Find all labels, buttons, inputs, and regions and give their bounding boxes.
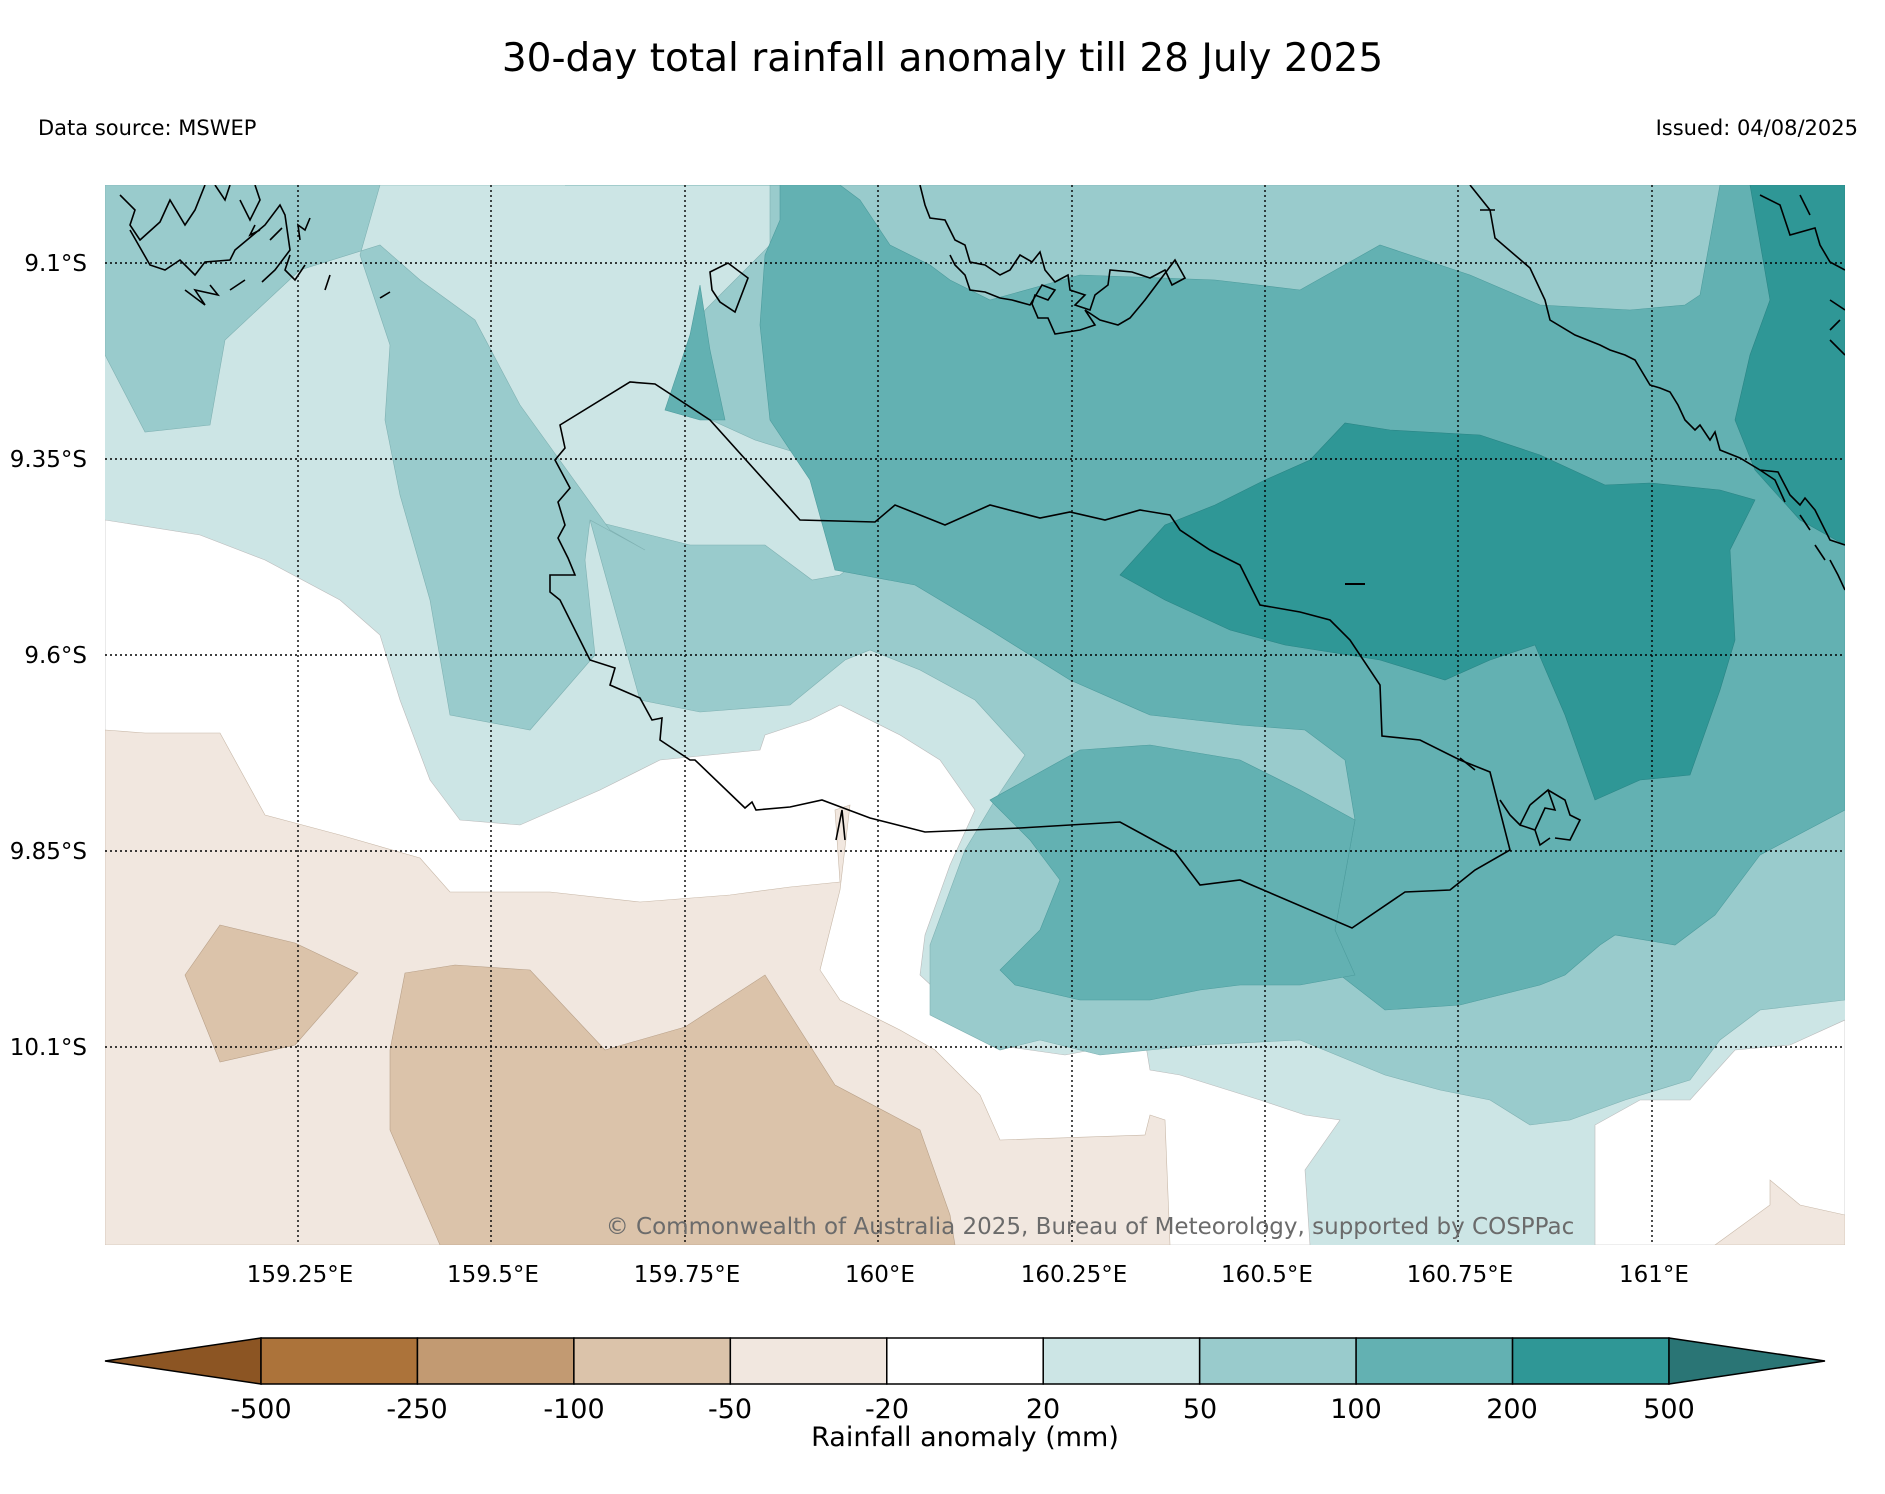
colorbar-tick: 200 <box>1486 1394 1538 1425</box>
colorbar-tick: 20 <box>1026 1394 1060 1425</box>
lon-label: 159.25°E <box>247 1262 354 1288</box>
data-source-label: Data source: MSWEP <box>38 116 257 140</box>
colorbar-segment <box>416 1337 575 1385</box>
lon-label: 160.75°E <box>1407 1262 1514 1288</box>
colorbar-segment <box>1042 1337 1201 1385</box>
colorbar-tick: -250 <box>386 1394 447 1425</box>
latitude-labels: 9.1°S 9.35°S 9.6°S 9.85°S 10.1°S <box>10 251 87 1061</box>
lon-label: 159.5°E <box>447 1262 539 1288</box>
colorbar-segment <box>886 1337 1044 1385</box>
colorbar-tick: -20 <box>865 1394 909 1425</box>
colorbar-extend-low <box>104 1337 262 1385</box>
colorbar-tick: 50 <box>1183 1394 1217 1425</box>
lon-label: 160.5°E <box>1221 1262 1313 1288</box>
lat-label: 9.6°S <box>24 643 87 669</box>
colorbar-tick: -500 <box>230 1394 291 1425</box>
contour-band-minus20-minus50-east <box>1714 1179 1845 1245</box>
contour-band-200-500 <box>1119 422 1756 801</box>
lon-label: 161°E <box>1619 1262 1689 1288</box>
colorbar-segment <box>260 1337 419 1385</box>
colorbar-tick-labels: -500 -250 -100 -50 -20 20 50 100 200 500 <box>230 1394 1694 1425</box>
coastline-east-bay <box>1459 757 1582 847</box>
contour-band-neutral-east <box>1594 1019 1845 1245</box>
coastline-small-island-central <box>709 262 749 314</box>
lat-label: 9.1°S <box>24 251 87 277</box>
coastline-west-islands <box>119 185 391 306</box>
lon-label: 159.75°E <box>634 1262 741 1288</box>
coastline-islet-2 <box>835 809 846 841</box>
lat-label: 9.85°S <box>10 839 87 865</box>
lon-label: 160.25°E <box>1021 1262 1128 1288</box>
copyright-notice: © Commonwealth of Australia 2025, Bureau… <box>606 1214 1575 1240</box>
contour-band-minus50-minus100 <box>389 964 956 1245</box>
coastline-north-islands <box>919 185 1187 335</box>
contour-band-100-200-south <box>989 744 1356 1001</box>
contour-band-minus20-minus50 <box>105 729 1171 1245</box>
issued-date-label: Issued: 04/08/2025 <box>1655 116 1858 140</box>
map-title: 30-day total rainfall anomaly till 28 Ju… <box>501 36 1384 81</box>
colorbar-segment <box>729 1337 888 1385</box>
colorbar-extend-high <box>1668 1337 1826 1385</box>
colorbar-tick: 500 <box>1643 1394 1695 1425</box>
gridlines <box>105 185 1845 1245</box>
coastline-main-island <box>549 381 1511 929</box>
colorbar-tick: 100 <box>1330 1394 1382 1425</box>
colorbar-tick: -50 <box>708 1394 752 1425</box>
contour-band-100-200-lobe <box>664 284 726 421</box>
lon-label: 160°E <box>845 1262 915 1288</box>
colorbar-segment <box>1355 1337 1514 1385</box>
colorbar <box>104 1337 1826 1385</box>
longitude-labels: 159.25°E 159.5°E 159.75°E 160°E 160.25°E… <box>247 1262 1689 1288</box>
map-plot-area: © Commonwealth of Australia 2025, Bureau… <box>105 185 1845 1245</box>
contour-band-minus50-minus100-west <box>184 924 359 1063</box>
contour-band-200-500-ne <box>1734 185 1845 546</box>
colorbar-segment <box>1511 1337 1670 1385</box>
lat-label: 9.35°S <box>10 447 87 473</box>
coastline-northeast <box>1469 185 1845 591</box>
contour-band-50-100-west <box>105 185 646 731</box>
colorbar-segment <box>573 1337 732 1385</box>
colorbar-tick: -100 <box>543 1394 604 1425</box>
colorbar-segment <box>1198 1337 1357 1385</box>
lat-label: 10.1°S <box>10 1035 87 1061</box>
colorbar-title: Rainfall anomaly (mm) <box>811 1422 1119 1453</box>
